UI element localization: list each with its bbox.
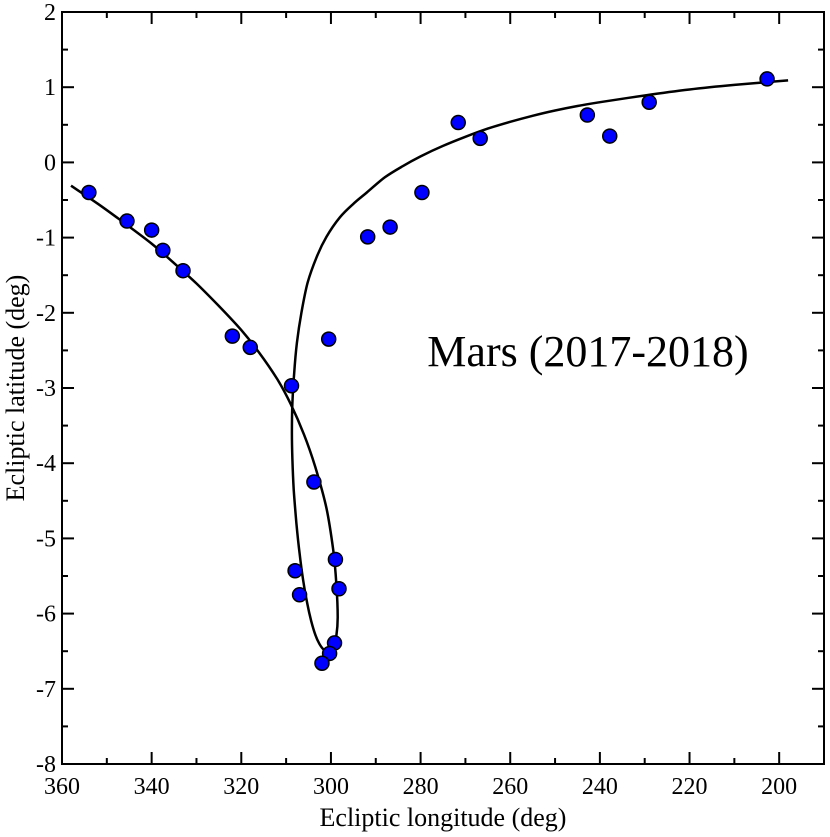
x-tick-label: 340: [134, 774, 170, 800]
observation-point: [641, 94, 657, 110]
observation-point: [175, 262, 191, 279]
observation-point: [283, 377, 300, 394]
observation-point: [450, 114, 466, 131]
y-tick-label: -7: [36, 677, 56, 703]
observation-point: [579, 107, 596, 123]
y-tick-label: -1: [36, 226, 56, 252]
observation-point: [291, 587, 308, 603]
observation-point: [143, 222, 160, 238]
observation-point: [359, 229, 376, 245]
x-tick-label: 200: [761, 774, 797, 800]
observation-point: [81, 184, 97, 201]
observation-point: [414, 184, 430, 201]
observation-point: [320, 331, 337, 347]
observation-points: [81, 71, 775, 671]
y-axis-title: Ecliptic latitude (deg): [1, 275, 30, 502]
observation-point: [331, 581, 347, 597]
observation-point: [306, 474, 322, 490]
observation-point: [155, 242, 171, 259]
y-tick-label: -8: [36, 752, 56, 778]
y-tick-label: 1: [44, 75, 56, 101]
observation-point: [327, 551, 344, 568]
observation-point: [287, 562, 303, 579]
plot-frame: [61, 11, 825, 765]
observation-point: [242, 339, 259, 356]
y-tick-label: -2: [36, 301, 56, 327]
x-tick-label: 280: [403, 774, 439, 800]
x-tick-label: 320: [223, 774, 259, 800]
chart-annotation: Mars (2017-2018): [427, 327, 748, 376]
x-axis-title: Ecliptic longitude (deg): [320, 803, 567, 832]
y-tick-label: 2: [44, 0, 56, 26]
x-tick-label: 260: [492, 774, 528, 800]
x-tick-label: 220: [672, 774, 708, 800]
y-tick-label: -4: [36, 451, 56, 477]
y-tick-label: -5: [36, 526, 56, 552]
major-ticks: [61, 11, 824, 765]
observation-point: [472, 130, 488, 147]
y-tick-label: -6: [36, 602, 56, 628]
x-tick-label: 240: [582, 774, 618, 800]
y-tick-label: -3: [36, 376, 56, 402]
observation-point: [759, 71, 775, 87]
observation-point: [224, 328, 241, 344]
observation-point: [314, 655, 330, 671]
observation-point: [382, 219, 398, 235]
y-tick-label: 0: [44, 150, 56, 176]
observation-point: [601, 128, 618, 144]
y-tick-labels: 2 1 0 -1 -2 -3 -4 -5 -6 -7 -8: [36, 0, 56, 778]
observation-point: [119, 213, 135, 229]
fit-curve-line: [70, 79, 789, 653]
x-tick-labels: 360 340 320 300 280 260 240 220 200: [44, 774, 797, 800]
x-tick-label: 300: [313, 774, 349, 800]
x-tick-label: 360: [44, 774, 80, 800]
minor-ticks: [62, 12, 825, 764]
